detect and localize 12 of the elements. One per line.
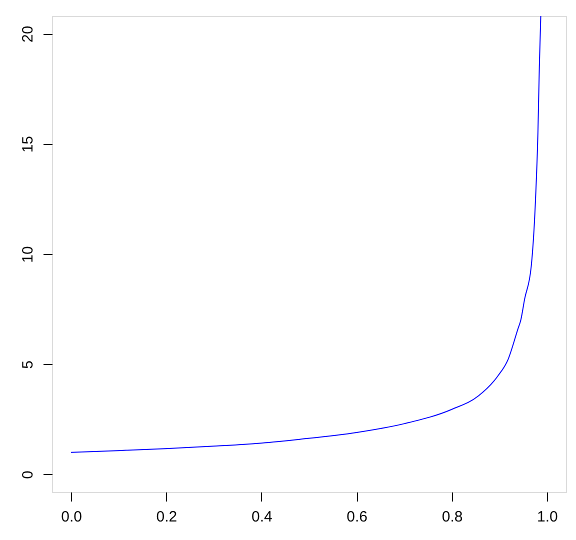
x-tick-label: 0.0 <box>61 508 82 526</box>
y-tick-label: 0 <box>20 470 36 480</box>
y-tick-label: 10 <box>20 246 36 263</box>
x-tick-label: 0.8 <box>442 508 463 526</box>
y-tick-label: 20 <box>20 26 36 42</box>
x-tick-label: 0.2 <box>156 508 178 526</box>
x-tick-label: 1.0 <box>537 508 558 526</box>
line-series <box>70 16 542 453</box>
x-tick-label: 0.6 <box>346 508 368 526</box>
y-tick-label: 15 <box>20 136 36 153</box>
x-tick-label: 0.4 <box>251 508 272 526</box>
y-tick-label: 5 <box>20 360 36 369</box>
